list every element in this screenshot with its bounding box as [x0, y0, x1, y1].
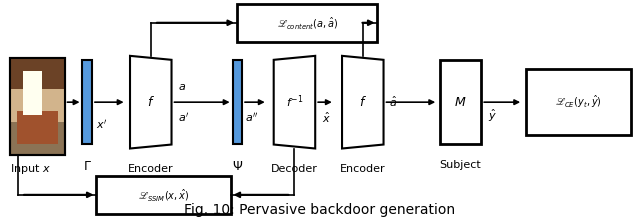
Bar: [237, 4, 378, 42]
Text: Decoder: Decoder: [271, 164, 318, 174]
Bar: [10, 58, 65, 155]
Bar: [232, 60, 242, 144]
Text: $\mathscr{L}_{CE}(y_t, \hat{y})$: $\mathscr{L}_{CE}(y_t, \hat{y})$: [556, 94, 602, 110]
Text: $f^{-1}$: $f^{-1}$: [285, 94, 303, 111]
Text: $\Gamma$: $\Gamma$: [83, 160, 92, 172]
Text: $a'$: $a'$: [178, 111, 189, 124]
Bar: [17, 111, 58, 144]
Text: $\mathscr{L}_{content}(a, \hat{a})$: $\mathscr{L}_{content}(a, \hat{a})$: [276, 15, 338, 31]
Text: $x'$: $x'$: [96, 118, 108, 131]
Bar: [23, 71, 42, 115]
Text: Fig. 10: Pervasive backdoor generation: Fig. 10: Pervasive backdoor generation: [184, 203, 456, 217]
Polygon shape: [342, 56, 383, 149]
Text: $a$: $a$: [178, 82, 186, 92]
Text: $\mathscr{L}_{SSIM}(x, \hat{x})$: $\mathscr{L}_{SSIM}(x, \hat{x})$: [138, 187, 189, 203]
Text: $\Psi$: $\Psi$: [232, 160, 243, 172]
Bar: [10, 58, 65, 89]
Text: Input $x$: Input $x$: [10, 162, 51, 176]
Bar: [526, 69, 631, 135]
Bar: [97, 176, 230, 214]
Text: $f$: $f$: [147, 95, 155, 109]
Text: $\hat{x}$: $\hat{x}$: [321, 110, 330, 125]
Text: $f$: $f$: [359, 95, 367, 109]
Polygon shape: [274, 56, 316, 149]
Text: Encoder: Encoder: [128, 164, 173, 174]
Bar: [440, 60, 481, 144]
Text: $a''$: $a''$: [245, 111, 259, 124]
Bar: [83, 60, 92, 144]
Polygon shape: [130, 56, 172, 149]
Text: $\hat{a}$: $\hat{a}$: [388, 95, 397, 109]
Text: Subject: Subject: [440, 160, 481, 170]
Text: Encoder: Encoder: [340, 164, 385, 174]
Bar: [10, 58, 65, 155]
Bar: [10, 89, 65, 122]
Text: $M$: $M$: [454, 96, 467, 109]
Text: $\hat{y}$: $\hat{y}$: [488, 107, 497, 124]
